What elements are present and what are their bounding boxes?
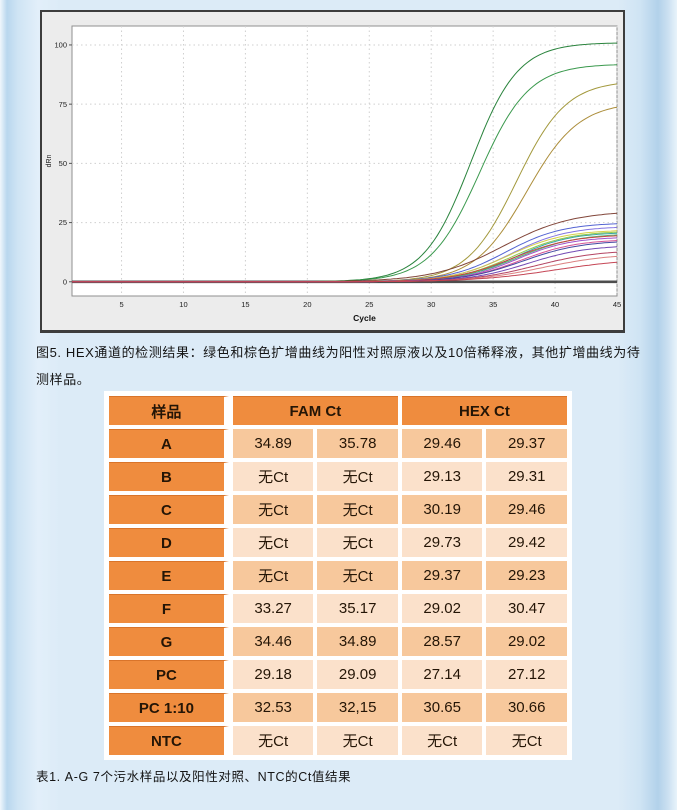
ct-value-cell: 30.47 — [486, 594, 567, 623]
sample-name-cell: PC 1:10 — [109, 693, 229, 722]
ct-value-cell: 35.17 — [317, 594, 398, 623]
svg-text:45: 45 — [613, 300, 621, 309]
sample-name-cell: C — [109, 495, 229, 524]
ct-value-cell: 无Ct — [232, 561, 314, 590]
svg-text:100: 100 — [54, 41, 67, 50]
ct-value-cell: 无Ct — [317, 726, 398, 755]
svg-text:20: 20 — [303, 300, 311, 309]
ct-value-cell: 无Ct — [317, 528, 398, 557]
svg-text:50: 50 — [59, 159, 67, 168]
table-row: NTC 无Ct 无Ct 无Ct 无Ct — [109, 726, 567, 755]
ct-value-cell: 无Ct — [232, 726, 314, 755]
svg-text:5: 5 — [119, 300, 123, 309]
table-row: G 34.46 34.89 28.57 29.02 — [109, 627, 567, 656]
ct-value-cell: 30.66 — [486, 693, 567, 722]
ct-table: 样品 FAM Ct HEX Ct A 34.89 35.78 29.46 29.37 B 无… — [105, 392, 571, 759]
svg-text:Cycle: Cycle — [353, 313, 376, 323]
ct-value-cell: 无Ct — [486, 726, 567, 755]
table-row: E 无Ct 无Ct 29.37 29.23 — [109, 561, 567, 590]
ct-table-container: 样品 FAM Ct HEX Ct A 34.89 35.78 29.46 29.37 B 无… — [104, 391, 572, 760]
ct-value-cell: 无Ct — [317, 462, 398, 491]
ct-value-cell: 无Ct — [401, 726, 483, 755]
ct-value-cell: 29.46 — [486, 495, 567, 524]
sample-name-cell: PC — [109, 660, 229, 689]
ct-value-cell: 29.31 — [486, 462, 567, 491]
table-caption: 表1. A-G 7个污水样品以及阳性对照、NTC的Ct值结果 — [36, 770, 352, 784]
svg-text:75: 75 — [59, 100, 67, 109]
table-row: A 34.89 35.78 29.46 29.37 — [109, 429, 567, 458]
svg-text:0: 0 — [63, 277, 67, 286]
ct-value-cell: 30.19 — [401, 495, 483, 524]
ct-value-cell: 29.46 — [401, 429, 483, 458]
table-row: D 无Ct 无Ct 29.73 29.42 — [109, 528, 567, 557]
ct-value-cell: 29.23 — [486, 561, 567, 590]
ct-value-cell: 34.46 — [232, 627, 314, 656]
ct-value-cell: 29.73 — [401, 528, 483, 557]
ct-value-cell: 无Ct — [232, 528, 314, 557]
ct-value-cell: 29.42 — [486, 528, 567, 557]
ct-value-cell: 29.09 — [317, 660, 398, 689]
hex-ct-column-header: HEX Ct — [401, 396, 567, 425]
ct-value-cell: 无Ct — [232, 462, 314, 491]
svg-text:40: 40 — [551, 300, 559, 309]
ct-value-cell: 34.89 — [317, 627, 398, 656]
ct-value-cell: 34.89 — [232, 429, 314, 458]
ct-value-cell: 28.57 — [401, 627, 483, 656]
ct-value-cell: 29.18 — [232, 660, 314, 689]
ct-value-cell: 32,15 — [317, 693, 398, 722]
fam-ct-column-header: FAM Ct — [232, 396, 398, 425]
table-body: A 34.89 35.78 29.46 29.37 B 无Ct 无Ct 29.13 29.31 C 无… — [109, 429, 567, 755]
sample-column-header: 样品 — [109, 396, 229, 425]
sample-name-cell: E — [109, 561, 229, 590]
svg-text:35: 35 — [489, 300, 497, 309]
ct-value-cell: 27.14 — [401, 660, 483, 689]
table-row: C 无Ct 无Ct 30.19 29.46 — [109, 495, 567, 524]
table-row: B 无Ct 无Ct 29.13 29.31 — [109, 462, 567, 491]
ct-value-cell: 35.78 — [317, 429, 398, 458]
svg-text:30: 30 — [427, 300, 435, 309]
amplification-plot: 5 10 15 20 25 30 35 40 45 0 25 50 75 100 Cycle dRn — [46, 25, 621, 323]
ct-value-cell: 32.53 — [232, 693, 314, 722]
table-row: F 33.27 35.17 29.02 30.47 — [109, 594, 567, 623]
sample-name-cell: D — [109, 528, 229, 557]
table-row: PC 29.18 29.09 27.14 27.12 — [109, 660, 567, 689]
ct-value-cell: 无Ct — [317, 561, 398, 590]
table-row: PC 1:10 32.53 32,15 30.65 30.66 — [109, 693, 567, 722]
svg-text:25: 25 — [59, 218, 67, 227]
ct-value-cell: 29.37 — [401, 561, 483, 590]
ct-value-cell: 无Ct — [317, 495, 398, 524]
amplification-plot-panel: 5 10 15 20 25 30 35 40 45 0 25 50 75 100 Cycle dRn — [40, 10, 625, 333]
sample-name-cell: A — [109, 429, 229, 458]
sample-name-cell: B — [109, 462, 229, 491]
ct-value-cell: 29.02 — [486, 627, 567, 656]
ct-value-cell: 29.02 — [401, 594, 483, 623]
ct-value-cell: 33.27 — [232, 594, 314, 623]
ct-value-cell: 27.12 — [486, 660, 567, 689]
svg-text:25: 25 — [365, 300, 373, 309]
table-header-row: 样品 FAM Ct HEX Ct — [109, 396, 567, 425]
ct-value-cell: 29.13 — [401, 462, 483, 491]
svg-text:dRn: dRn — [46, 154, 53, 167]
svg-text:15: 15 — [241, 300, 249, 309]
ct-value-cell: 30.65 — [401, 693, 483, 722]
svg-text:10: 10 — [179, 300, 187, 309]
ct-value-cell: 无Ct — [232, 495, 314, 524]
figure-caption: 图5. HEX通道的检测结果：绿色和棕色扩增曲线为阳性对照原液以及10倍稀释液，… — [36, 345, 641, 387]
sample-name-cell: NTC — [109, 726, 229, 755]
sample-name-cell: F — [109, 594, 229, 623]
ct-value-cell: 29.37 — [486, 429, 567, 458]
sample-name-cell: G — [109, 627, 229, 656]
